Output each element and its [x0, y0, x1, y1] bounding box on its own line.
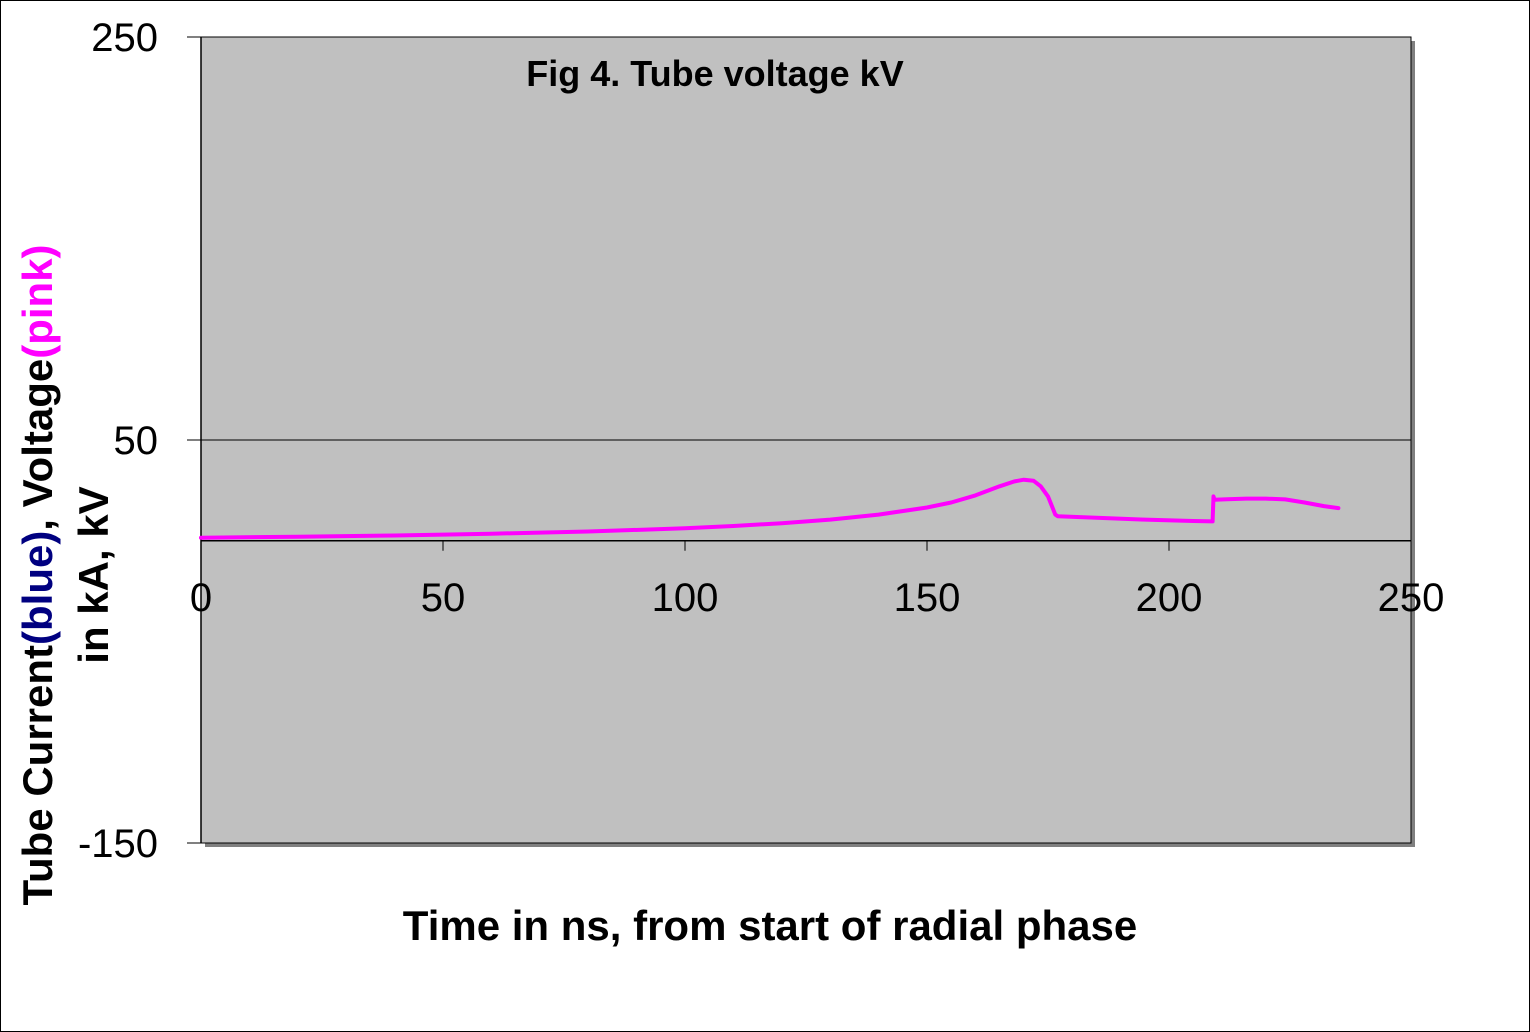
plot-shadow-right [1411, 41, 1415, 847]
x-tick-label-1: 50 [421, 576, 466, 620]
y-tick-label-2: -150 [78, 822, 158, 866]
y-axis-title: Tube Current(blue), Voltage(pink) in kA,… [14, 244, 117, 905]
x-tick-label-5: 250 [1378, 576, 1445, 620]
x-tick-label-3: 150 [894, 576, 961, 620]
x-tick-label-0: 0 [190, 576, 212, 620]
plot-area: 250 50 -150 0 50 100 150 200 250 [78, 16, 1444, 866]
series-line-0 [199, 477, 1341, 540]
chart-title: Fig 4. Tube voltage kV [526, 53, 903, 94]
y-tick-label-0: 250 [91, 16, 158, 60]
x-axis-title: Time in ns, from start of radial phase [403, 902, 1137, 949]
y-axis-title-line2: in kA, kV [70, 486, 117, 663]
x-tick-label-2: 100 [652, 576, 719, 620]
y-axis-title-line1: Tube Current(blue), Voltage(pink) [14, 244, 61, 905]
plot-shadow-bottom [205, 843, 1415, 847]
y-axis-title-part-3: (pink) [14, 244, 61, 358]
y-axis-title-part-2: , Voltage [14, 359, 61, 531]
y-axis-title-part-1: (blue) [14, 531, 61, 645]
y-axis-title-part-0: Tube Current [14, 645, 61, 906]
x-tick-label-4: 200 [1136, 576, 1203, 620]
y-tick-label-1: 50 [114, 419, 159, 463]
